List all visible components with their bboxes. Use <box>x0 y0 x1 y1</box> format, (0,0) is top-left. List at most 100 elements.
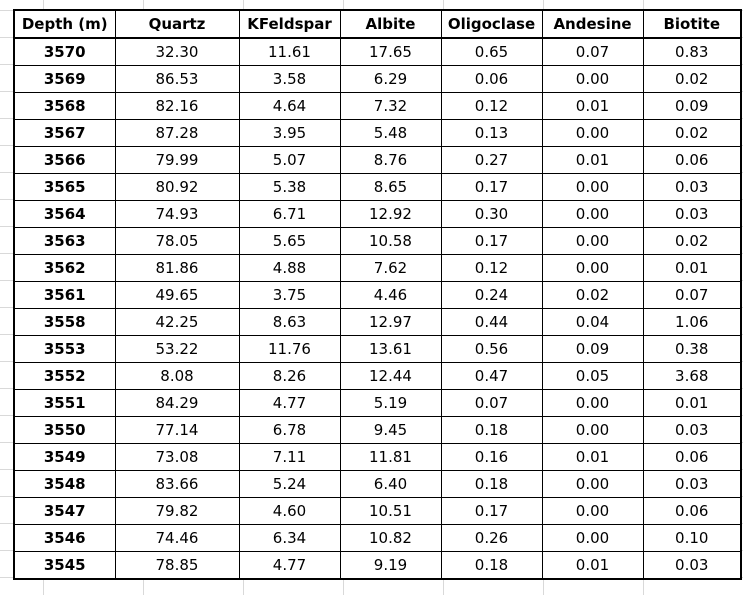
cell-albite[interactable]: 12.92 <box>339 200 442 228</box>
cell-andesine[interactable]: 0.00 <box>541 497 644 525</box>
cell-biotite[interactable]: 0.01 <box>642 389 742 417</box>
cell-kfeldspar[interactable]: 4.88 <box>238 254 341 282</box>
cell-biotite[interactable]: 0.10 <box>642 524 742 552</box>
cell-quartz[interactable]: 42.25 <box>114 308 240 336</box>
cell-biotite[interactable]: 0.83 <box>642 37 742 66</box>
header-biotite[interactable]: Biotite <box>642 9 742 39</box>
header-kfeldspar[interactable]: KFeldspar <box>238 9 341 39</box>
cell-albite[interactable]: 12.44 <box>339 362 442 390</box>
cell-depth[interactable]: 3567 <box>13 119 116 147</box>
cell-kfeldspar[interactable]: 4.60 <box>238 497 341 525</box>
cell-andesine[interactable]: 0.00 <box>541 227 644 255</box>
cell-quartz[interactable]: 80.92 <box>114 173 240 201</box>
cell-oligoclase[interactable]: 0.16 <box>440 443 543 471</box>
cell-quartz[interactable]: 82.16 <box>114 92 240 120</box>
cell-oligoclase[interactable]: 0.12 <box>440 254 543 282</box>
cell-andesine[interactable]: 0.09 <box>541 335 644 363</box>
cell-albite[interactable]: 11.81 <box>339 443 442 471</box>
cell-albite[interactable]: 6.29 <box>339 65 442 93</box>
cell-biotite[interactable]: 0.09 <box>642 92 742 120</box>
cell-biotite[interactable]: 0.38 <box>642 335 742 363</box>
cell-quartz[interactable]: 49.65 <box>114 281 240 309</box>
cell-kfeldspar[interactable]: 6.34 <box>238 524 341 552</box>
cell-oligoclase[interactable]: 0.18 <box>440 416 543 444</box>
cell-oligoclase[interactable]: 0.17 <box>440 227 543 255</box>
cell-depth[interactable]: 3569 <box>13 65 116 93</box>
cell-quartz[interactable]: 8.08 <box>114 362 240 390</box>
cell-kfeldspar[interactable]: 3.95 <box>238 119 341 147</box>
header-albite[interactable]: Albite <box>339 9 442 39</box>
cell-andesine[interactable]: 0.00 <box>541 254 644 282</box>
cell-kfeldspar[interactable]: 6.71 <box>238 200 341 228</box>
cell-oligoclase[interactable]: 0.12 <box>440 92 543 120</box>
cell-andesine[interactable]: 0.00 <box>541 119 644 147</box>
cell-biotite[interactable]: 0.02 <box>642 227 742 255</box>
cell-andesine[interactable]: 0.01 <box>541 92 644 120</box>
cell-biotite[interactable]: 0.03 <box>642 416 742 444</box>
cell-oligoclase[interactable]: 0.17 <box>440 497 543 525</box>
cell-depth[interactable]: 3552 <box>13 362 116 390</box>
cell-kfeldspar[interactable]: 6.78 <box>238 416 341 444</box>
cell-quartz[interactable]: 78.85 <box>114 551 240 580</box>
cell-depth[interactable]: 3558 <box>13 308 116 336</box>
cell-andesine[interactable]: 0.00 <box>541 173 644 201</box>
cell-albite[interactable]: 17.65 <box>339 37 442 66</box>
cell-albite[interactable]: 4.46 <box>339 281 442 309</box>
cell-andesine[interactable]: 0.04 <box>541 308 644 336</box>
cell-kfeldspar[interactable]: 5.38 <box>238 173 341 201</box>
cell-biotite[interactable]: 0.03 <box>642 551 742 580</box>
cell-oligoclase[interactable]: 0.56 <box>440 335 543 363</box>
cell-quartz[interactable]: 74.46 <box>114 524 240 552</box>
header-depth[interactable]: Depth (m) <box>13 9 116 39</box>
cell-andesine[interactable]: 0.00 <box>541 389 644 417</box>
cell-andesine[interactable]: 0.00 <box>541 470 644 498</box>
cell-andesine[interactable]: 0.01 <box>541 443 644 471</box>
cell-albite[interactable]: 8.65 <box>339 173 442 201</box>
cell-biotite[interactable]: 0.06 <box>642 146 742 174</box>
cell-depth[interactable]: 3568 <box>13 92 116 120</box>
cell-depth[interactable]: 3546 <box>13 524 116 552</box>
cell-andesine[interactable]: 0.00 <box>541 200 644 228</box>
cell-quartz[interactable]: 78.05 <box>114 227 240 255</box>
cell-oligoclase[interactable]: 0.17 <box>440 173 543 201</box>
cell-quartz[interactable]: 81.86 <box>114 254 240 282</box>
cell-oligoclase[interactable]: 0.47 <box>440 362 543 390</box>
cell-andesine[interactable]: 0.01 <box>541 146 644 174</box>
cell-biotite[interactable]: 0.01 <box>642 254 742 282</box>
cell-kfeldspar[interactable]: 5.24 <box>238 470 341 498</box>
cell-depth[interactable]: 3548 <box>13 470 116 498</box>
cell-oligoclase[interactable]: 0.18 <box>440 470 543 498</box>
cell-albite[interactable]: 9.45 <box>339 416 442 444</box>
cell-biotite[interactable]: 0.06 <box>642 497 742 525</box>
cell-oligoclase[interactable]: 0.13 <box>440 119 543 147</box>
cell-quartz[interactable]: 77.14 <box>114 416 240 444</box>
cell-depth[interactable]: 3549 <box>13 443 116 471</box>
cell-andesine[interactable]: 0.00 <box>541 416 644 444</box>
cell-albite[interactable]: 12.97 <box>339 308 442 336</box>
cell-albite[interactable]: 7.32 <box>339 92 442 120</box>
cell-quartz[interactable]: 87.28 <box>114 119 240 147</box>
cell-oligoclase[interactable]: 0.65 <box>440 37 543 66</box>
cell-kfeldspar[interactable]: 7.11 <box>238 443 341 471</box>
cell-kfeldspar[interactable]: 11.76 <box>238 335 341 363</box>
cell-kfeldspar[interactable]: 11.61 <box>238 37 341 66</box>
cell-biotite[interactable]: 3.68 <box>642 362 742 390</box>
cell-quartz[interactable]: 74.93 <box>114 200 240 228</box>
cell-albite[interactable]: 8.76 <box>339 146 442 174</box>
cell-depth[interactable]: 3565 <box>13 173 116 201</box>
cell-oligoclase[interactable]: 0.24 <box>440 281 543 309</box>
cell-depth[interactable]: 3564 <box>13 200 116 228</box>
cell-oligoclase[interactable]: 0.44 <box>440 308 543 336</box>
cell-albite[interactable]: 10.51 <box>339 497 442 525</box>
cell-albite[interactable]: 9.19 <box>339 551 442 580</box>
cell-depth[interactable]: 3547 <box>13 497 116 525</box>
cell-oligoclase[interactable]: 0.30 <box>440 200 543 228</box>
cell-quartz[interactable]: 79.82 <box>114 497 240 525</box>
cell-quartz[interactable]: 83.66 <box>114 470 240 498</box>
header-oligoclase[interactable]: Oligoclase <box>440 9 543 39</box>
cell-biotite[interactable]: 0.06 <box>642 443 742 471</box>
cell-albite[interactable]: 7.62 <box>339 254 442 282</box>
cell-biotite[interactable]: 0.02 <box>642 65 742 93</box>
cell-kfeldspar[interactable]: 4.77 <box>238 389 341 417</box>
cell-oligoclase[interactable]: 0.26 <box>440 524 543 552</box>
